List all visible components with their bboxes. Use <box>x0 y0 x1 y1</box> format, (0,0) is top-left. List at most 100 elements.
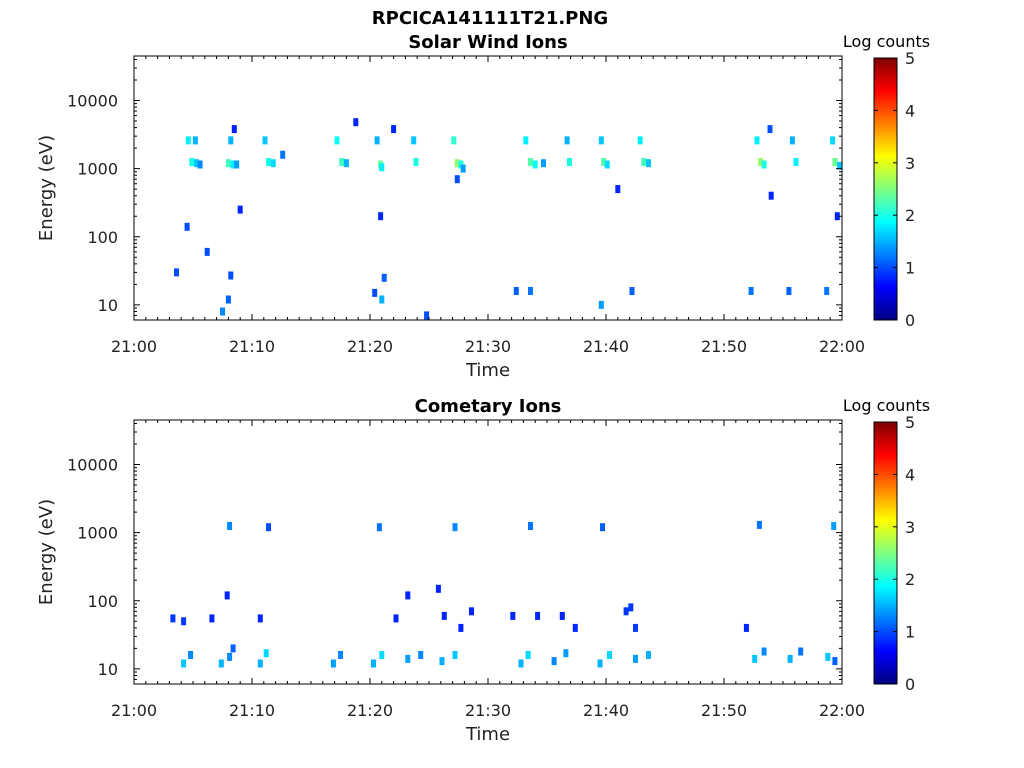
heatmap-cell <box>832 158 838 166</box>
chart-title: Cometary Ions <box>415 396 562 417</box>
heatmap-cell <box>798 647 804 656</box>
heatmap-cell <box>761 160 767 169</box>
heatmap-cell <box>197 160 203 169</box>
colorbar-label: Log counts <box>843 32 930 51</box>
heatmap-cell <box>209 614 215 623</box>
heatmap-cell <box>528 158 533 166</box>
colorbar-tick-label: 3 <box>905 154 915 173</box>
heatmap-cell <box>572 623 578 632</box>
chart-title: Solar Wind Ions <box>408 32 567 53</box>
heatmap-cell <box>379 295 385 304</box>
heatmap-cell <box>227 652 233 661</box>
heatmap-cell <box>600 523 605 532</box>
y-tick-label: 100 <box>87 592 118 611</box>
colorbar-tick-label: 3 <box>905 518 915 537</box>
heatmap-cell <box>523 136 529 145</box>
heatmap-cell <box>343 159 349 168</box>
heatmap-cell <box>469 607 474 616</box>
chart-panel-1: Solar Wind Ions 21:00 21:10 21:20 21:30 21:40… <box>36 32 930 381</box>
heatmap-cell <box>225 159 231 168</box>
heatmap-cell <box>411 136 417 145</box>
heatmap-cell <box>637 136 643 145</box>
colorbar: Log counts 0 1 2 3 4 5 <box>843 32 930 330</box>
x-tick-label: 21:20 <box>347 701 393 720</box>
heatmap-cell <box>615 185 621 194</box>
heatmap-cell <box>541 159 546 168</box>
colorbar-tick-label: 4 <box>905 465 915 484</box>
heatmap-cell <box>405 591 411 600</box>
heatmap-cell <box>510 611 516 620</box>
heatmap-cell <box>768 191 774 200</box>
y-tick-label: 1000 <box>77 160 118 179</box>
heatmap-cell <box>628 603 634 612</box>
heatmap-cell <box>376 523 382 532</box>
heatmap-cell <box>393 614 399 623</box>
heatmap-cells <box>174 118 843 320</box>
heatmap-cell <box>518 659 524 668</box>
heatmap-cells <box>170 520 838 668</box>
heatmap-cell <box>257 614 263 623</box>
heatmap-cell <box>228 136 234 145</box>
panels-group: Solar Wind Ions 21:00 21:10 21:20 21:30 21:40… <box>36 32 930 745</box>
heatmap-cell <box>439 657 445 666</box>
colorbar-label: Log counts <box>843 396 930 415</box>
colorbar-tick-label: 2 <box>905 570 915 589</box>
heatmap-cell <box>218 659 224 668</box>
heatmap-cell <box>185 136 191 145</box>
heatmap-cell <box>266 158 271 166</box>
heatmap-cell <box>257 659 263 668</box>
heatmap-cell <box>280 150 286 159</box>
heatmap-cell <box>598 300 604 309</box>
y-axis-label: Energy (eV) <box>36 499 57 605</box>
heatmap-cell <box>633 654 638 663</box>
heatmap-cell <box>234 160 240 169</box>
heatmap-cell <box>646 651 651 659</box>
colorbar-tick-label: 5 <box>905 413 915 432</box>
heatmap-cell <box>831 522 837 530</box>
heatmap-cell <box>188 651 194 659</box>
heatmap-cell <box>379 163 385 172</box>
heatmap-cell <box>353 118 359 127</box>
heatmap-cell <box>623 607 629 616</box>
heatmap-cell <box>604 160 610 169</box>
y-tick-label: 10000 <box>67 456 118 475</box>
heatmap-cell <box>339 158 345 166</box>
colorbar-tick-label: 0 <box>905 675 915 694</box>
heatmap-cell <box>224 591 230 600</box>
heatmap-cell <box>793 158 799 166</box>
heatmap-cell <box>832 657 838 666</box>
heatmap-cell <box>418 651 424 659</box>
heatmap-cell <box>646 159 651 168</box>
colorbar-tick-label: 1 <box>905 259 915 278</box>
heatmap-cell <box>262 136 268 145</box>
colorbar-bar <box>873 57 898 321</box>
colorbar-tick-label: 4 <box>905 101 915 120</box>
y-axis-label: Energy (eV) <box>36 135 57 241</box>
heatmap-cell <box>424 311 430 320</box>
heatmap-cell <box>230 160 236 169</box>
heatmap-cell <box>633 623 638 632</box>
heatmap-cell <box>334 136 340 145</box>
colorbar-tick-label: 5 <box>905 49 915 68</box>
heatmap-cell <box>528 287 533 295</box>
heatmap-cell <box>758 158 764 166</box>
heatmap-cell <box>629 287 635 295</box>
heatmap-cell <box>170 614 176 623</box>
heatmap-cell <box>458 623 464 632</box>
y-tick-label: 1000 <box>77 524 118 543</box>
heatmap-cell <box>789 136 795 145</box>
heatmap-cell <box>189 158 195 166</box>
heatmap-cell <box>641 158 647 166</box>
heatmap-cell <box>452 651 458 659</box>
heatmap-cell <box>513 287 519 295</box>
heatmap-cell <box>225 295 231 304</box>
heatmap-cell <box>452 523 458 532</box>
x-tick-label: 21:40 <box>583 701 629 720</box>
x-tick-label: 21:20 <box>347 337 393 356</box>
x-tick-label: 21:50 <box>701 701 747 720</box>
x-tick-label: 21:10 <box>229 701 275 720</box>
heatmap-cell <box>451 136 457 145</box>
heatmap-cell <box>441 611 447 620</box>
heatmap-cell <box>454 175 460 184</box>
